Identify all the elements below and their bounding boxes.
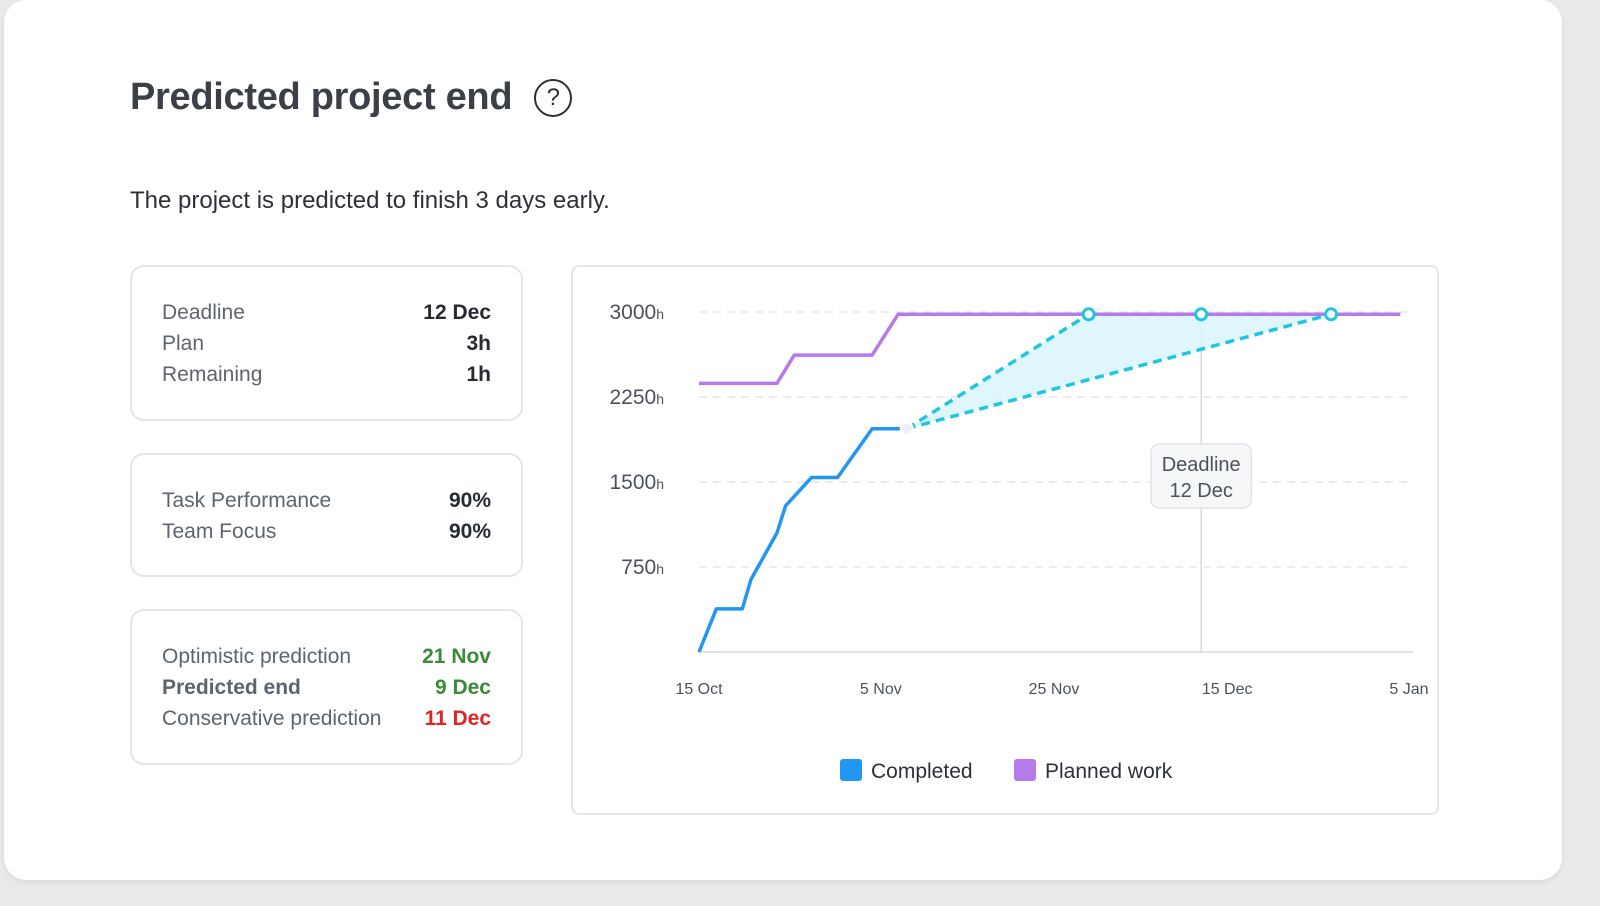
projection-target-point: [1194, 307, 1209, 322]
y-tick-unit: h: [656, 391, 664, 407]
stat-label: Predicted end: [162, 676, 301, 699]
burnup-chart-box: 750h 1500h 2250h 3000h 15 Oct 5 Nov 25 Nov 15 D…: [571, 265, 1439, 815]
x-tick-label: 15 Dec: [1202, 681, 1253, 698]
stat-row-task-performance: Task Performance 90%: [162, 485, 491, 516]
stat-row-optimistic: Optimistic prediction 21 Nov: [162, 641, 491, 672]
planned-work-line: [699, 312, 1401, 386]
stat-value: 90%: [448, 489, 491, 512]
projection-target-point: [1081, 307, 1096, 322]
projection-line: [905, 312, 1090, 431]
deadline-date: 12 Dec: [1170, 480, 1233, 502]
stat-value: 11 Dec: [424, 707, 491, 730]
legend-label: Completed: [871, 760, 973, 783]
stat-row-remaining: Remaining 1h: [162, 359, 491, 390]
stat-row-deadline: Deadline 12 Dec: [162, 297, 491, 328]
stat-label: Optimistic prediction: [162, 645, 352, 668]
legend-label: Planned work: [1045, 760, 1173, 783]
y-tick-label: 2250h: [609, 386, 664, 409]
burnup-chart: 750h 1500h 2250h 3000h 15 Oct 5 Nov 25 Nov 15 D…: [609, 301, 1428, 783]
legend-swatch: [1014, 759, 1036, 781]
x-tick-label: 5 Jan: [1389, 681, 1428, 698]
stat-value: 9 Dec: [434, 676, 491, 699]
y-tick-unit: h: [656, 306, 664, 322]
stat-label: Task Performance: [162, 489, 332, 512]
y-tick-unit: h: [656, 476, 664, 492]
projection-line: [906, 312, 1332, 431]
stat-label: Team Focus: [162, 520, 277, 543]
projection-target-point: [1324, 307, 1339, 322]
projection-start-point: [899, 421, 914, 436]
stat-value: 1h: [466, 363, 491, 386]
legend-swatch: [840, 759, 862, 781]
y-tick-label: 3000h: [609, 301, 664, 324]
x-tick-label: 25 Nov: [1029, 681, 1080, 698]
y-tick-unit: h: [656, 561, 664, 577]
title-row: Predicted project end ?: [130, 76, 573, 119]
performance-stats-box: Task Performance 90% Team Focus 90%: [130, 453, 523, 577]
completed-line: [697, 426, 907, 653]
deadline-stats-box: Deadline 12 Dec Plan 3h Remaining 1h: [130, 265, 523, 421]
stat-value: 90%: [448, 520, 491, 543]
deadline-label: Deadline: [1162, 454, 1241, 476]
stat-label: Deadline: [162, 301, 245, 324]
x-tick-label: 15 Oct: [675, 681, 723, 698]
predicted-end-card: Predicted project end ? The project is p…: [4, 0, 1562, 880]
stat-value: 3h: [466, 332, 491, 355]
stat-label: Conservative prediction: [162, 707, 382, 730]
y-tick-label: 750h: [621, 556, 664, 579]
stat-value: 12 Dec: [423, 301, 491, 324]
deadline-label-box: [1150, 443, 1252, 509]
stat-row-team-focus: Team Focus 90%: [162, 516, 491, 547]
stat-label: Plan: [162, 332, 205, 355]
stat-row-conservative: Conservative prediction 11 Dec: [162, 703, 491, 734]
page-title: Predicted project end: [130, 76, 513, 118]
y-tick-label: 1500h: [609, 471, 664, 494]
stat-label: Remaining: [162, 363, 263, 386]
prediction-summary: The project is predicted to finish 3 day…: [130, 187, 610, 214]
stat-row-predicted-end: Predicted end 9 Dec: [162, 672, 491, 703]
stat-value: 21 Nov: [422, 645, 491, 668]
stat-row-plan: Plan 3h: [162, 328, 491, 359]
prediction-stats-box: Optimistic prediction 21 Nov Predicted e…: [130, 609, 523, 765]
help-icon[interactable]: ?: [534, 78, 573, 117]
x-tick-label: 5 Nov: [860, 681, 902, 698]
